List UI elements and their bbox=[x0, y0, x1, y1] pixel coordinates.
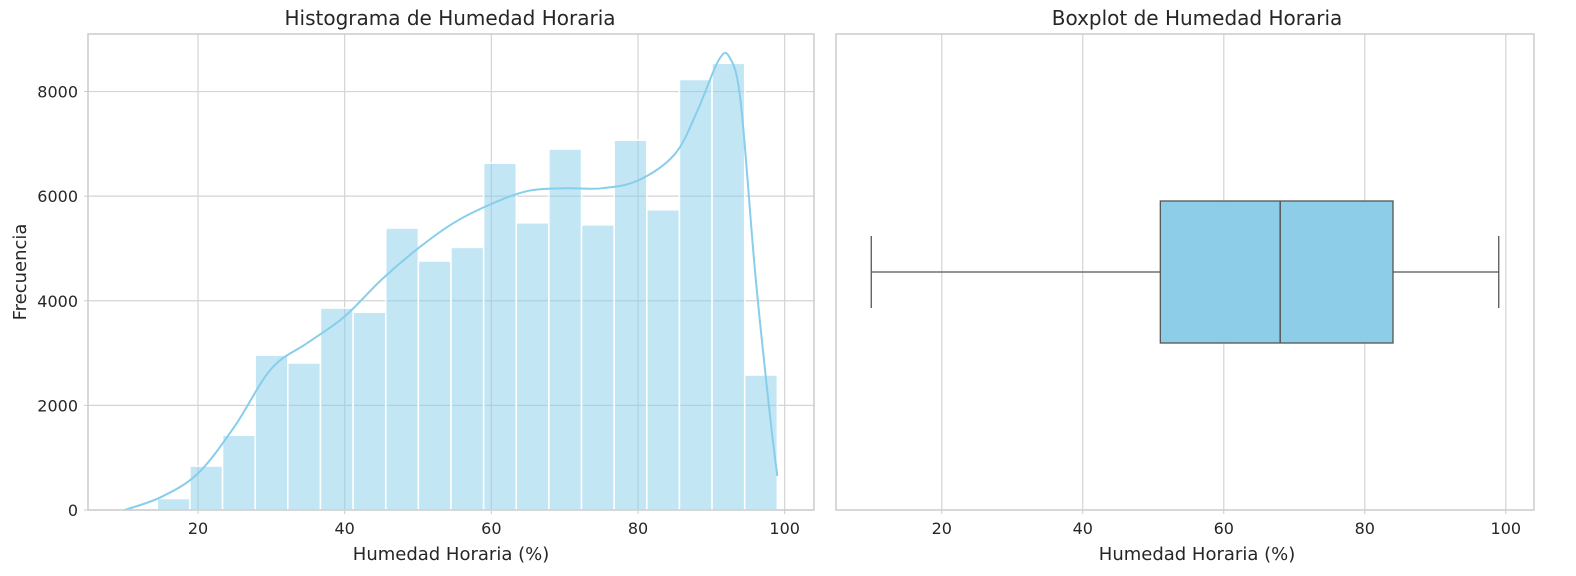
histogram-x-axis-label: Humedad Horaria (%) bbox=[353, 544, 549, 565]
hist-bar-10 bbox=[450, 246, 485, 511]
hist-bar-19 bbox=[743, 374, 779, 511]
hist-bar-13 bbox=[548, 148, 583, 511]
box-x-tick-label-3: 80 bbox=[1355, 519, 1375, 538]
hist-bar-1 bbox=[156, 497, 191, 511]
hist-bar-16 bbox=[646, 209, 681, 511]
histogram-bars bbox=[156, 62, 779, 511]
hist-x-tick-label-1: 40 bbox=[334, 519, 354, 538]
histogram-x-ticks: 20 40 60 80 100 bbox=[188, 510, 800, 538]
histogram-title: Histograma de Humedad Horaria bbox=[284, 6, 615, 30]
hist-bar-14 bbox=[580, 224, 615, 511]
hist-x-tick-label-4: 100 bbox=[769, 519, 800, 538]
hist-bar-12 bbox=[515, 222, 550, 511]
hist-bar-18 bbox=[711, 62, 746, 511]
box-x-tick-label-2: 60 bbox=[1214, 519, 1234, 538]
box-x-tick-label-1: 40 bbox=[1073, 519, 1093, 538]
hist-bar-9 bbox=[417, 260, 452, 511]
boxplot-x-axis-label: Humedad Horaria (%) bbox=[1099, 544, 1295, 565]
hist-y-tick-label-2: 4000 bbox=[37, 292, 78, 311]
hist-bar-11 bbox=[482, 162, 518, 511]
histogram-y-axis-label: Frecuencia bbox=[10, 224, 31, 321]
histogram-frame bbox=[87, 33, 815, 511]
boxplot-panel: Boxplot de Humedad Horaria 20 40 60 80 100 H… bbox=[835, 6, 1535, 565]
hist-bar-2 bbox=[189, 465, 224, 511]
boxplot-title: Boxplot de Humedad Horaria bbox=[1052, 6, 1343, 30]
box-x-tick-label-0: 20 bbox=[932, 519, 952, 538]
hist-x-tick-label-0: 20 bbox=[188, 519, 208, 538]
iqr-box bbox=[1159, 200, 1394, 344]
hist-bar-17 bbox=[678, 78, 713, 511]
hist-y-tick-label-1: 2000 bbox=[37, 396, 78, 415]
hist-x-tick-label-3: 80 bbox=[628, 519, 648, 538]
hist-bar-5 bbox=[287, 362, 322, 511]
hist-bar-15 bbox=[613, 139, 648, 511]
hist-y-tick-label-4: 8000 bbox=[37, 83, 78, 102]
hist-x-tick-label-2: 60 bbox=[481, 519, 501, 538]
boxplot-frame bbox=[835, 33, 1535, 511]
hist-y-tick-label-0: 0 bbox=[68, 501, 78, 520]
hist-bar-3 bbox=[221, 434, 256, 511]
kde-curve bbox=[124, 51, 779, 511]
histogram-panel: Histograma de Humedad Horaria 20 40 60 80 10… bbox=[10, 6, 815, 565]
boxplot-shapes bbox=[870, 200, 1500, 344]
box-x-tick-label-4: 100 bbox=[1491, 519, 1522, 538]
hist-bar-6 bbox=[319, 307, 354, 511]
hist-y-tick-label-3: 6000 bbox=[37, 187, 78, 206]
boxplot-x-ticks: 20 40 60 80 100 bbox=[932, 510, 1521, 538]
hist-bar-7 bbox=[352, 311, 387, 511]
histogram-y-ticks: 0 2000 4000 6000 8000 bbox=[37, 83, 88, 520]
hist-bar-4 bbox=[254, 354, 289, 511]
